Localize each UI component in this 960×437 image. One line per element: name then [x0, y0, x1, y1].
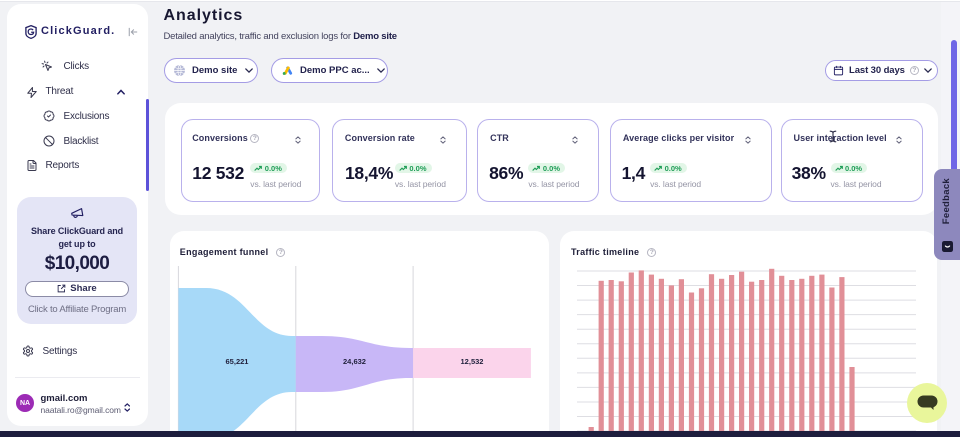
svg-text:12,532: 12,532	[461, 357, 484, 366]
svg-text:24,632: 24,632	[343, 357, 366, 366]
svg-text:65,221: 65,221	[226, 357, 249, 366]
